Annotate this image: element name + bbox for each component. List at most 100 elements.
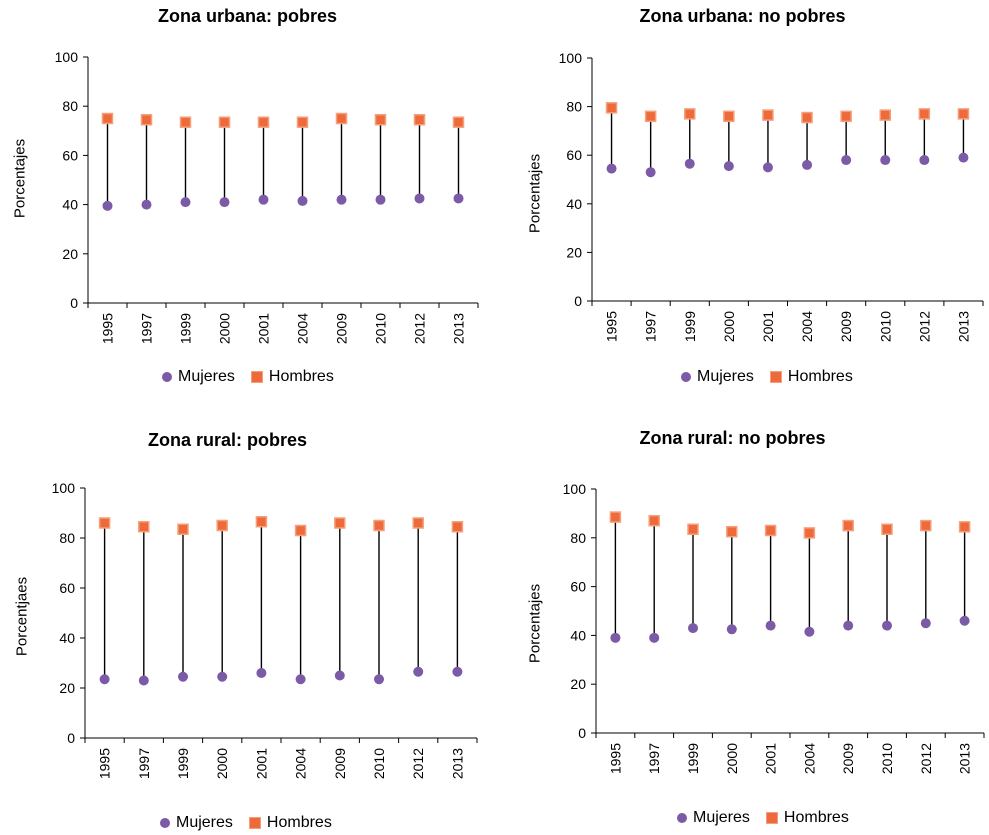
point-mujeres xyxy=(217,671,228,682)
point-hombres xyxy=(920,519,932,532)
y-tick-label: 100 xyxy=(52,480,76,496)
point-hombres xyxy=(335,112,348,125)
x-tick-label: 1995 xyxy=(607,743,623,774)
point-mujeres xyxy=(645,167,656,178)
legend-marker-mujeres xyxy=(677,813,687,823)
x-tick-label: 2012 xyxy=(410,748,426,779)
y-tick-label: 100 xyxy=(55,49,79,65)
plot-area: 0 20 40 60 80 100 1995 1997 1999 2000 2001 2004 2009… xyxy=(55,49,479,344)
x-tick-label: 2000 xyxy=(724,743,740,774)
point-mujeres xyxy=(180,197,191,208)
y-tick-label: 0 xyxy=(70,295,78,311)
chart-panel-urbana-no-pobres: Zona urbana: no pobres Porcentajes 0 20 40… xyxy=(495,0,989,410)
point-hombres xyxy=(413,113,426,126)
legend-label-mujeres: Mujeres xyxy=(176,814,233,831)
x-tick-label: 1995 xyxy=(97,748,113,779)
point-hombres xyxy=(726,525,738,538)
plot-area: 0 20 40 60 80 100 1995 1997 1999 2000 2001 2004 2009… xyxy=(52,480,478,779)
point-hombres xyxy=(803,527,816,539)
point-mujeres xyxy=(334,670,345,681)
point-mujeres xyxy=(688,623,698,634)
legend-label-mujeres: Mujeres xyxy=(697,368,754,385)
point-hombres xyxy=(255,516,268,528)
legend-marker-mujeres xyxy=(160,818,170,828)
legend-label-hombres: Hombres xyxy=(787,368,853,385)
y-tick-label: 80 xyxy=(62,98,78,114)
point-mujeres xyxy=(295,674,306,685)
point-mujeres xyxy=(804,626,815,637)
y-tick-label: 40 xyxy=(570,627,586,643)
x-tick-label: 2001 xyxy=(763,743,779,774)
point-hombres xyxy=(452,116,465,128)
y-tick-label: 20 xyxy=(566,244,582,260)
point-mujeres xyxy=(802,159,813,170)
point-mujeres xyxy=(610,632,621,643)
plot-area: 0 20 40 60 80 100 1995 1997 1999 2000 2001 2004 2009… xyxy=(559,50,984,342)
point-hombres xyxy=(216,519,228,532)
x-tick-label: 1997 xyxy=(136,748,152,779)
legend-label-hombres: Hombres xyxy=(783,809,849,826)
point-hombres xyxy=(762,109,774,121)
point-mujeres xyxy=(684,158,695,169)
x-tick-label: 1999 xyxy=(685,743,701,774)
point-hombres xyxy=(644,110,657,123)
point-hombres xyxy=(412,517,424,529)
point-hombres xyxy=(879,109,891,121)
x-tick-label: 2013 xyxy=(957,743,973,774)
x-tick-label: 2013 xyxy=(955,311,971,342)
legend-marker-hombres xyxy=(248,817,261,829)
point-mujeres xyxy=(723,161,734,172)
point-mujeres xyxy=(102,200,113,211)
point-mujeres xyxy=(374,674,384,685)
chart-title: Zona urbana: no pobres xyxy=(639,6,846,26)
x-tick-label: 2012 xyxy=(918,743,934,774)
legend-label-mujeres: Mujeres xyxy=(693,809,750,826)
x-tick-label: 2001 xyxy=(760,311,776,342)
legend-marker-mujeres xyxy=(681,372,691,382)
x-tick-label: 2009 xyxy=(332,748,348,779)
x-tick-label: 1999 xyxy=(682,311,698,342)
legend: Mujeres Hombres xyxy=(160,814,332,832)
x-tick-label: 2013 xyxy=(449,748,465,779)
x-tick-label: 2013 xyxy=(451,313,467,344)
legend: Mujeres Hombres xyxy=(681,368,853,386)
y-tick-label: 80 xyxy=(570,530,586,546)
point-mujeres xyxy=(178,671,188,682)
point-mujeres xyxy=(453,193,464,204)
y-tick-label: 0 xyxy=(578,725,586,741)
x-tick-label: 2004 xyxy=(295,313,311,344)
point-hombres xyxy=(374,113,387,126)
point-hombres xyxy=(177,523,189,535)
point-mujeres xyxy=(880,155,891,166)
legend-label-hombres: Hombres xyxy=(268,368,334,385)
legend-marker-hombres xyxy=(250,371,263,383)
point-hombres xyxy=(842,519,854,532)
point-mujeres xyxy=(762,162,773,173)
legend-marker-hombres xyxy=(765,812,778,824)
chart-title: Zona rural: pobres xyxy=(147,430,308,450)
legend: Mujeres Hombres xyxy=(677,809,849,827)
point-mujeres xyxy=(375,194,386,205)
legend-marker-hombres xyxy=(769,371,782,383)
x-tick-label: 1995 xyxy=(604,311,620,342)
point-mujeres xyxy=(258,194,269,205)
point-mujeres xyxy=(841,155,852,166)
chart-title: Zona rural: no pobres xyxy=(639,428,826,448)
point-hombres xyxy=(179,116,192,128)
point-hombres xyxy=(958,521,971,533)
point-mujeres xyxy=(882,620,892,631)
legend: Mujeres Hombres xyxy=(162,368,334,386)
x-tick-label: 2001 xyxy=(253,748,269,779)
legend-label-mujeres: Mujeres xyxy=(178,368,235,385)
point-hombres xyxy=(840,110,852,123)
point-hombres xyxy=(764,524,777,537)
point-hombres xyxy=(918,108,931,120)
plot-area: 0 20 40 60 80 100 1995 1997 1999 2000 2001 2004 2009… xyxy=(563,481,985,774)
point-hombres xyxy=(296,116,309,128)
legend-label-hombres: Hombres xyxy=(266,814,332,831)
x-tick-label: 1995 xyxy=(100,313,116,344)
y-tick-label: 20 xyxy=(59,680,75,696)
y-tick-label: 0 xyxy=(67,730,75,746)
point-mujeres xyxy=(649,632,660,643)
x-tick-label: 1997 xyxy=(139,313,155,344)
